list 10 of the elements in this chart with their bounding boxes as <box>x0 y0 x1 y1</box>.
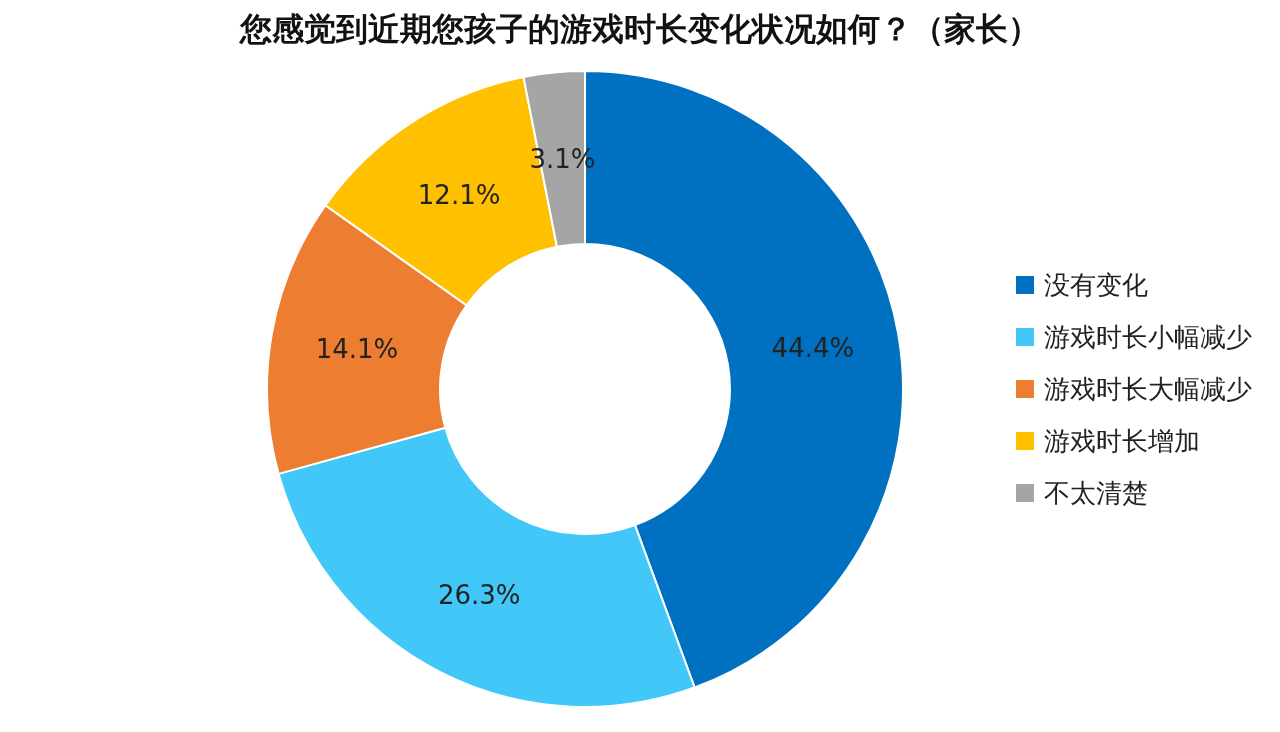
legend-label: 没有变化 <box>1044 268 1148 302</box>
legend-label: 不太清楚 <box>1044 476 1148 510</box>
chart-title: 您感觉到近期您孩子的游戏时长变化状况如何？（家长） <box>238 9 1041 50</box>
data-label: 12.1% <box>417 179 501 210</box>
data-label: 14.1% <box>315 334 399 365</box>
legend-label: 游戏时长小幅减少 <box>1044 320 1252 354</box>
data-label: 26.3% <box>437 579 521 610</box>
data-label: 44.4% <box>771 333 855 364</box>
legend-label: 游戏时长大幅减少 <box>1044 372 1252 406</box>
legend-label: 游戏时长增加 <box>1044 424 1200 458</box>
